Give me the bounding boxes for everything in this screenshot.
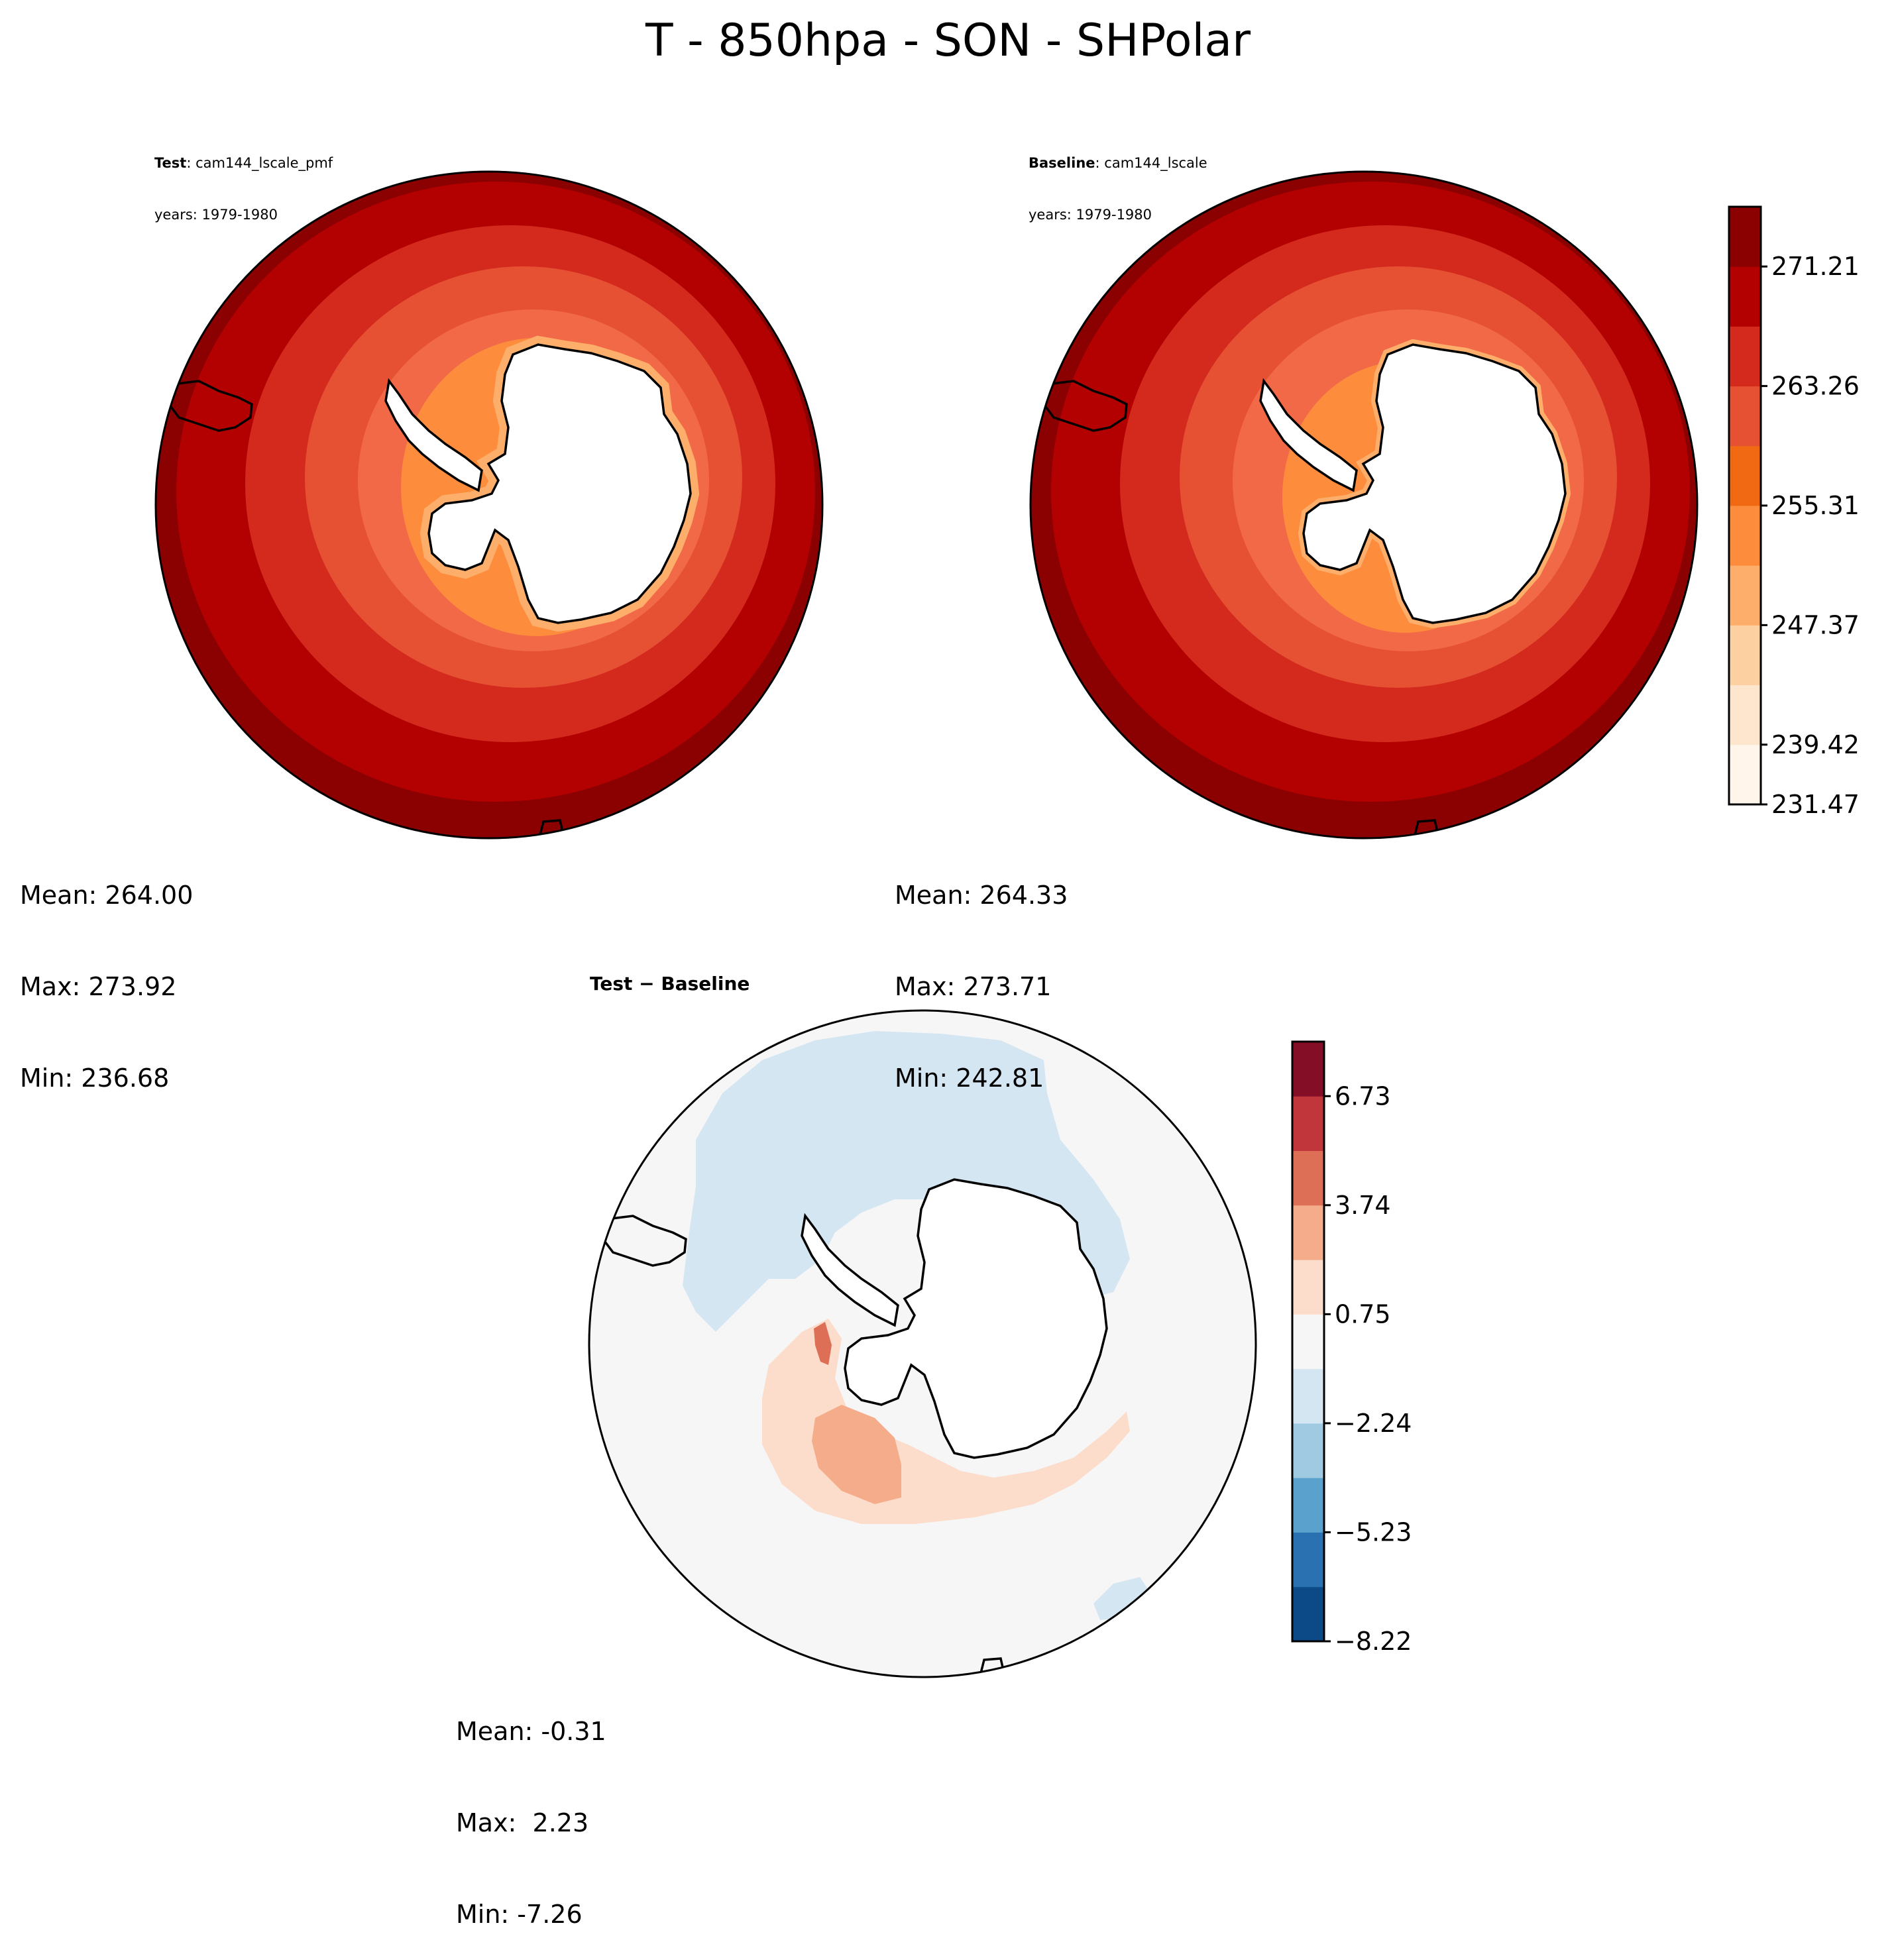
test-south-america [168,380,253,432]
diff-colorbar-swatch [1292,1096,1324,1152]
test-min: Min: 236.68 [20,1063,170,1093]
diff-colorbar-swatch [1292,1368,1324,1424]
field-colorbar-swatch [1729,266,1761,327]
diff-colorbar: 6.73 3.74 0.75 −2.24 −5.23 −8.22 [1291,1040,1412,1656]
field-colorbar-tick-label: 231.47 [1771,790,1860,819]
test-years: years: 1979-1980 [154,207,278,223]
diff-min: Min: -7.26 [456,1900,583,1929]
diff-colorbar-swatch [1292,1150,1324,1206]
diff-colorbar-swatch [1292,1423,1324,1478]
diff-max: Max: 2.23 [456,1808,589,1837]
diff-stats: Mean: -0.31 Max: 2.23 Min: -7.26 [456,1655,606,1960]
test-stats: Mean: 264.00 Max: 273.92 Min: 236.68 [20,819,193,1124]
baseline-case-name: cam144_lscale [1104,155,1207,171]
test-case-name: cam144_lscale_pmf [195,155,333,171]
field-colorbar-tick-label: 247.37 [1771,610,1860,639]
field-colorbar-swatch [1729,744,1761,805]
test-map [156,172,822,838]
baseline-mean: Mean: 264.33 [895,881,1068,910]
diff-colorbar-border [1291,1040,1325,1643]
test-label: Test [154,155,187,171]
diff-positive-strong [814,1322,832,1365]
diff-map [589,1010,1256,1677]
diff-colorbar-swatch [1292,1532,1324,1588]
baseline-map-border [1029,170,1699,840]
diff-colorbar-tick-label: 6.73 [1335,1081,1391,1111]
diff-colorbar-tick-label: 3.74 [1335,1191,1391,1220]
field-colorbar-swatch [1729,565,1761,626]
field-colorbar-tick-label: 271.21 [1771,252,1860,281]
diff-colorbar-tick-label: −8.22 [1335,1627,1412,1656]
baseline-map [1031,172,1697,838]
test-map-border [154,170,824,840]
field-colorbar-tick-label: 239.42 [1771,730,1860,759]
field-colorbar: 271.21 263.26 255.31 247.37 239.42 231.47 [1728,205,1860,819]
field-colorbar-swatch [1729,684,1761,745]
baseline-label: Baseline [1029,155,1095,171]
diff-colorbar-swatch [1292,1478,1324,1533]
diff-colorbar-swatch [1292,1314,1324,1370]
test-header: Test: cam144_lscale_pmf years: 1979-1980 [154,120,333,241]
field-colorbar-swatch [1729,386,1761,447]
test-africa-tip [539,819,565,836]
test-mean: Mean: 264.00 [20,881,194,910]
field-colorbar-tick-label: 263.26 [1771,372,1860,401]
diff-colorbar-tick-label: −5.23 [1335,1517,1412,1547]
test-max: Max: 273.92 [20,972,177,1001]
baseline-africa-tip [1414,819,1439,836]
diff-colorbar-tick-label: 0.75 [1335,1299,1391,1329]
field-colorbar-swatch [1729,326,1761,387]
diff-africa-tip [979,1657,1005,1674]
diff-colorbar-tick-label: −2.24 [1335,1409,1412,1438]
baseline-max: Max: 273.71 [895,972,1052,1001]
diff-title: Test − Baseline [590,973,750,995]
test-label-sep: : [186,155,196,171]
diff-mean: Mean: -0.31 [456,1717,606,1746]
baseline-label-sep: : [1095,155,1105,171]
baseline-header: Baseline: cam144_lscale years: 1979-1980 [1029,120,1207,241]
diff-colorbar-swatch [1292,1260,1324,1315]
field-colorbar-swatch [1729,506,1761,566]
diff-negative-region [683,1031,1130,1332]
field-colorbar-swatch [1729,625,1761,686]
diff-negative-small [1093,1577,1153,1620]
diff-colorbar-swatch [1292,1586,1324,1642]
baseline-years: years: 1979-1980 [1029,207,1152,223]
field-colorbar-swatch [1729,207,1761,267]
baseline-stats: Mean: 264.33 Max: 273.71 Min: 242.81 [895,819,1068,1124]
baseline-south-america [1042,380,1128,432]
field-colorbar-tick-label: 255.31 [1771,491,1860,520]
diff-map-border [588,1009,1257,1678]
diff-colorbar-swatch [1292,1042,1324,1097]
figure-title: T - 850hpa - SON - SHPolar [645,15,1251,67]
field-colorbar-swatch [1729,445,1761,506]
baseline-min: Min: 242.81 [895,1063,1044,1093]
diff-colorbar-swatch [1292,1205,1324,1260]
diff-south-america [602,1215,687,1267]
diff-positive-mid [812,1405,901,1504]
